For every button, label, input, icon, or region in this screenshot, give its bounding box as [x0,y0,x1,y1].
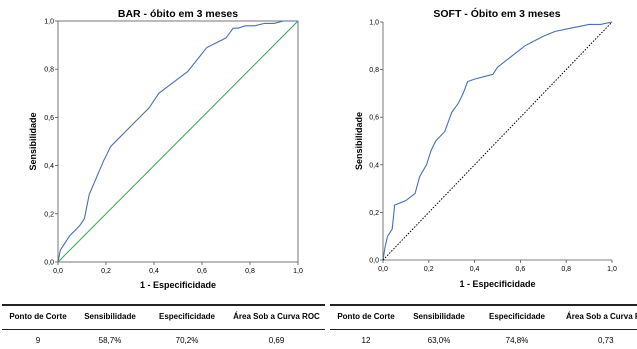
roc-table-soft: Ponto de Corte Sensibilidade Especificid… [330,304,637,347]
table-header-row: Ponto de Corte Sensibilidade Especificid… [330,305,637,330]
header-specificity: Especificidade [476,305,558,330]
cell-sensitivity: 63,0% [402,330,476,348]
table-row: 12 63,0% 74,8% 0,73 [330,330,637,348]
cell-cutoff: 12 [330,330,402,348]
header-sensitivity: Sensibilidade [402,305,476,330]
cell-auc: 0,73 [558,330,637,348]
header-auc: Área Sob a Curva ROC [558,305,637,330]
header-cutoff: Ponto de Corte [330,305,402,330]
cell-specificity: 74,8% [476,330,558,348]
